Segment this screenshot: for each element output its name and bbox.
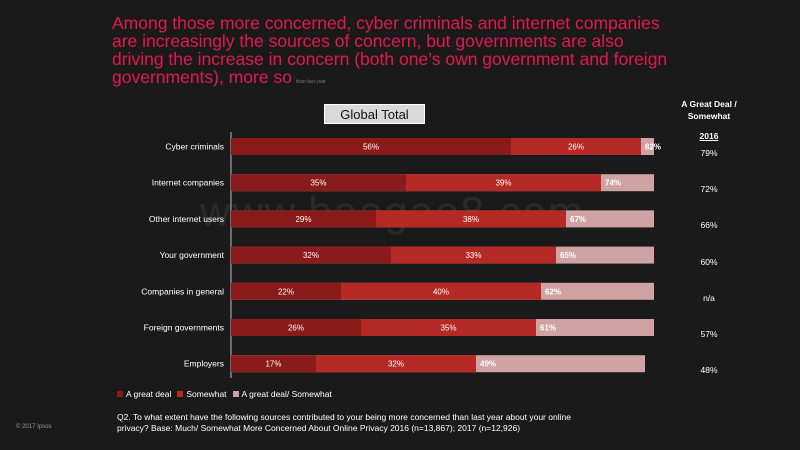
value-label-great-deal: 29% — [295, 215, 311, 224]
value-label-total: 61% — [540, 324, 556, 333]
legend-label: A great deal/ Somewhat — [241, 389, 332, 399]
comparison-value-2016: 60% — [700, 256, 718, 267]
comparison-year: 2016 — [699, 131, 719, 141]
value-label-great-deal: 26% — [288, 324, 304, 333]
legend-swatch — [232, 391, 239, 397]
value-label-total: 82% — [645, 143, 661, 152]
bar-somewhat — [391, 246, 556, 264]
comparison-value-2016: 79% — [700, 148, 718, 158]
legend-label: A great deal — [126, 389, 172, 399]
category-label: Other internet users — [149, 214, 224, 224]
value-label-somewhat: 32% — [388, 360, 404, 369]
comparison-value-2016: 72% — [700, 184, 718, 195]
bar-somewhat — [316, 355, 476, 373]
legend-item-total: A great deal/ Somewhat — [232, 389, 332, 399]
value-label-somewhat: 40% — [433, 287, 449, 296]
comparison-value-2016: 48% — [700, 365, 718, 376]
category-label: Companies in general — [141, 286, 224, 296]
legend: A great deal Somewhat A great deal/ Some… — [117, 389, 332, 399]
bar-somewhat — [511, 138, 641, 155]
value-label-total: 62% — [545, 287, 561, 296]
title-note: than last year — [295, 79, 326, 85]
copyright: © 2017 Ipsos — [16, 424, 52, 430]
category-label: Employers — [184, 359, 224, 369]
bar-great-deal — [231, 138, 511, 155]
value-label-somewhat: 35% — [440, 324, 456, 333]
legend-item-great-deal: A great deal — [117, 389, 171, 399]
comparison-value-2016: n/a — [703, 292, 715, 303]
bar-great-deal — [231, 210, 376, 228]
comparison-value-2016: 66% — [700, 220, 718, 231]
chart-title: Among those more concerned, cyber crimin… — [112, 13, 668, 87]
comparison-value-2016: 57% — [700, 329, 718, 339]
bar-somewhat — [361, 319, 536, 336]
value-label-total: 74% — [605, 179, 621, 188]
value-label-somewhat: 38% — [463, 215, 479, 224]
bar-great-deal — [231, 282, 341, 300]
value-label-great-deal: 17% — [265, 360, 281, 369]
bar-somewhat — [406, 174, 601, 192]
value-label-great-deal: 56% — [363, 143, 379, 152]
value-label-total: 67% — [570, 215, 586, 224]
value-label-somewhat: 39% — [495, 179, 511, 188]
legend-item-somewhat: Somewhat — [177, 389, 227, 399]
category-label: Foreign governments — [144, 323, 224, 333]
comparison-header: A Great Deal / Somewhat — [681, 99, 737, 121]
category-label: Cyber criminals — [165, 142, 224, 152]
value-label-great-deal: 22% — [278, 287, 294, 296]
legend-label: Somewhat — [186, 389, 227, 399]
bar-great-deal — [231, 319, 361, 336]
bar-great-deal — [231, 246, 391, 264]
value-label-great-deal: 32% — [303, 251, 319, 260]
legend-swatch — [117, 391, 123, 397]
value-label-somewhat: 33% — [465, 251, 481, 260]
global-total-badge: Global Total — [324, 104, 425, 124]
bar-great-deal — [231, 355, 316, 373]
question-footnote: Q2. To what extent have the following so… — [117, 412, 571, 433]
category-label: Internet companies — [152, 178, 224, 188]
bar-somewhat — [341, 282, 541, 300]
bar-somewhat — [376, 210, 566, 228]
category-label: Your government — [160, 250, 225, 260]
legend-swatch — [177, 391, 184, 397]
bar-great-deal — [231, 174, 406, 192]
value-label-total: 65% — [560, 251, 576, 260]
value-label-total: 49% — [480, 360, 496, 369]
value-label-great-deal: 35% — [310, 179, 326, 188]
value-label-somewhat: 26% — [568, 143, 584, 152]
